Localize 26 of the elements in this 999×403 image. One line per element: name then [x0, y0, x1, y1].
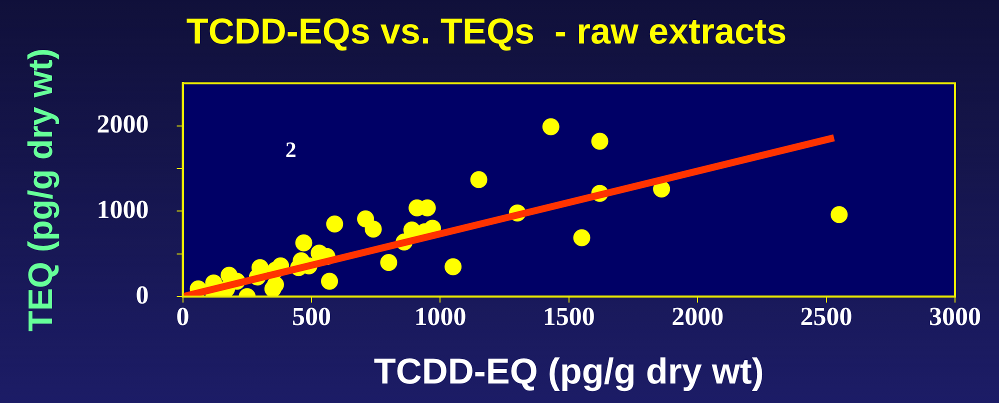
x-tick-label: 1000	[414, 302, 466, 331]
point	[444, 258, 462, 276]
x-tick-label: 2500	[800, 302, 852, 331]
point	[470, 171, 488, 188]
point	[573, 229, 590, 246]
x-tick-label: 2000	[672, 302, 724, 331]
x-tick-label: 1500	[542, 302, 595, 331]
x-tick-label: 500	[292, 302, 331, 331]
annotation: 2	[285, 137, 296, 162]
point	[321, 272, 338, 290]
x-tick-label: 0	[176, 302, 190, 331]
point	[380, 254, 398, 271]
point	[264, 280, 282, 297]
point	[591, 132, 608, 150]
y-tick-label: 2000	[96, 110, 149, 139]
x-axis-title: TCDD-EQ (pg/g dry wt)	[374, 350, 764, 392]
y-tick-label: 0	[136, 280, 149, 310]
point	[830, 206, 848, 224]
y-tick-label: 1000	[96, 194, 149, 224]
x-tick-label: 3000	[929, 302, 981, 331]
point	[295, 234, 312, 252]
y-axis-title: TEQ (pg/g dry wt)	[22, 48, 60, 332]
chart-title: TCDD-EQs vs. TEQs - raw extracts	[186, 10, 787, 52]
point	[364, 220, 382, 238]
point	[326, 216, 344, 233]
point	[542, 118, 560, 136]
